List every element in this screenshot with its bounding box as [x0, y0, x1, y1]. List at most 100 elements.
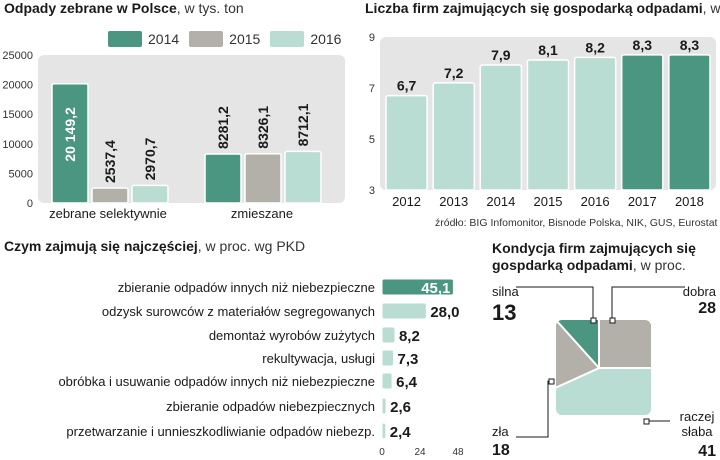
activity-value-label: 8,2	[399, 328, 420, 345]
firms-x-tick: 2012	[392, 194, 421, 209]
legend-item-2015: 2015	[189, 31, 260, 47]
legend-label-2014: 2014	[148, 31, 180, 47]
condition-slice-dobra	[598, 318, 653, 369]
firms-bar-label: 8,2	[585, 39, 605, 55]
activity-bar-4	[381, 372, 393, 390]
callout-line-silna	[516, 286, 594, 320]
firms-x-tick: 2018	[675, 194, 704, 209]
activity-category-label: demontaż wyrobów zużytych	[209, 328, 375, 343]
firms-bar-label: 8,3	[680, 37, 700, 53]
waste-bar-label: 2970,7	[142, 137, 158, 180]
source-note: źródło: BIG Infomonitor, Bisnode Polska,…	[435, 217, 718, 229]
waste-bar-label: 8712,1	[295, 103, 311, 146]
activity-bar-5	[381, 397, 387, 415]
firms-bar-label: 8,3	[633, 37, 653, 53]
waste-chart-legend: 2014 2015 2016	[108, 31, 341, 47]
firms-x-tick: 2017	[628, 194, 657, 209]
firms-bar-2018	[668, 54, 711, 191]
activity-bar-3	[381, 349, 395, 367]
callout-marker-raczej-slaba	[643, 418, 650, 425]
callout-line-dobra	[611, 286, 685, 320]
activity-category-label: obróbka i usuwanie odpadów innych niż ni…	[58, 374, 375, 389]
callout-marker-silna	[590, 317, 597, 324]
condition-square-frame	[554, 318, 653, 417]
waste-category-label: zmieszane	[231, 206, 293, 221]
condition-label-silna: silna	[492, 284, 520, 299]
firms-y-tick: 3	[369, 185, 375, 197]
callout-marker-dobra	[609, 317, 616, 324]
waste-bar-label: 8281,2	[215, 106, 231, 149]
waste-bar-label: 20 149,2	[62, 107, 78, 162]
legend-swatch-2014	[108, 31, 142, 47]
activity-category-label: odzysk surowców z materiałów segregowany…	[102, 304, 375, 319]
legend-item-2014: 2014	[108, 31, 179, 47]
firms-y-tick: 5	[369, 134, 375, 146]
firms-bar-2014	[479, 64, 523, 191]
waste-bar-2015-1	[244, 152, 282, 204]
activity-category-label: zbieranie odpadów niebezpiecznych	[166, 399, 375, 414]
condition-chart-title: Kondycja firm zajmujących się gospdarką …	[492, 240, 696, 273]
legend-swatch-2016	[270, 31, 305, 47]
activity-bar-1	[381, 302, 427, 320]
waste-bar-2016-0	[131, 184, 169, 204]
activity-value-label: 28,0	[430, 304, 459, 321]
firms-bar-label: 7,9	[491, 47, 511, 63]
condition-value-dobra: 28	[698, 300, 716, 317]
waste-bar-label: 8326,1	[255, 106, 271, 149]
firms-bar-label: 7,2	[444, 65, 464, 81]
waste-bar-2014-0	[51, 82, 89, 204]
legend-item-2016: 2016	[270, 31, 341, 47]
legend-swatch-2015	[189, 31, 224, 47]
activity-category-label: przetwarzanie i unnieszkodliwianie odpad…	[66, 424, 375, 439]
firms-bar-2012	[385, 94, 428, 191]
condition-label-raczej-slaba-2: słaba	[681, 424, 713, 439]
waste-bar-2014-1	[204, 153, 242, 204]
firms-bar-2015	[526, 59, 570, 191]
firms-bar-2016	[573, 56, 617, 191]
legend-label-2015: 2015	[229, 31, 261, 47]
legend-label-2016: 2016	[310, 31, 342, 47]
activity-value-label: 45,1	[421, 280, 450, 297]
firms-x-tick: 2014	[486, 194, 515, 209]
condition-value-silna: 13	[492, 300, 516, 325]
condition-value-raczej-slaba: 41	[698, 443, 716, 460]
firms-y-tick: 9	[369, 32, 375, 44]
activity-bar-6	[381, 422, 387, 440]
activity-x-tick: 24	[414, 447, 426, 458]
firms-chart-title: Liczba firm zajmujących się gospodarką o…	[365, 0, 720, 16]
activity-chart-title: Czym zajmują się najczęściej, w proc. wg…	[4, 238, 306, 254]
waste-y-tick: 10000	[2, 139, 33, 151]
callout-marker-zla	[548, 378, 555, 385]
condition-label-zla: zła	[492, 424, 509, 439]
activity-x-tick: 48	[452, 447, 464, 458]
activity-category-label: zbieranie odpadów innych niż niebezpiecz…	[118, 280, 375, 295]
activity-bar-2	[381, 326, 396, 344]
activity-value-label: 7,3	[398, 351, 419, 368]
waste-y-tick: 20000	[2, 80, 33, 92]
condition-label-dobra: dobra	[683, 284, 717, 299]
firms-bar-2013	[432, 82, 476, 191]
firms-bar-label: 8,1	[538, 42, 558, 58]
firms-x-tick: 2015	[534, 194, 563, 209]
firms-x-tick: 2016	[581, 194, 610, 209]
waste-bar-label: 2537,4	[102, 140, 118, 183]
waste-y-tick: 5000	[9, 168, 33, 180]
activity-value-label: 2,4	[390, 424, 412, 441]
waste-bar-2015-0	[91, 187, 129, 204]
waste-y-tick: 15000	[2, 109, 33, 121]
activity-category-label: rekultywacja, usługi	[262, 351, 375, 366]
firms-bar-label: 6,7	[397, 78, 417, 94]
condition-value-zla: 18	[492, 442, 510, 459]
condition-square-pie	[552, 316, 653, 417]
activity-value-label: 2,6	[390, 399, 411, 416]
activity-x-tick: 0	[379, 447, 385, 458]
waste-y-tick: 0	[27, 198, 33, 210]
waste-y-tick: 25000	[2, 50, 33, 62]
callout-line-zla	[516, 380, 552, 438]
condition-label-raczej-slaba: raczej	[680, 409, 715, 424]
firms-bar-2017	[620, 54, 664, 191]
firms-y-tick: 7	[369, 83, 375, 95]
waste-bar-2016-1	[284, 150, 322, 204]
waste-chart-title: Odpady zebrane w Polsce, w tys. ton	[4, 0, 244, 16]
